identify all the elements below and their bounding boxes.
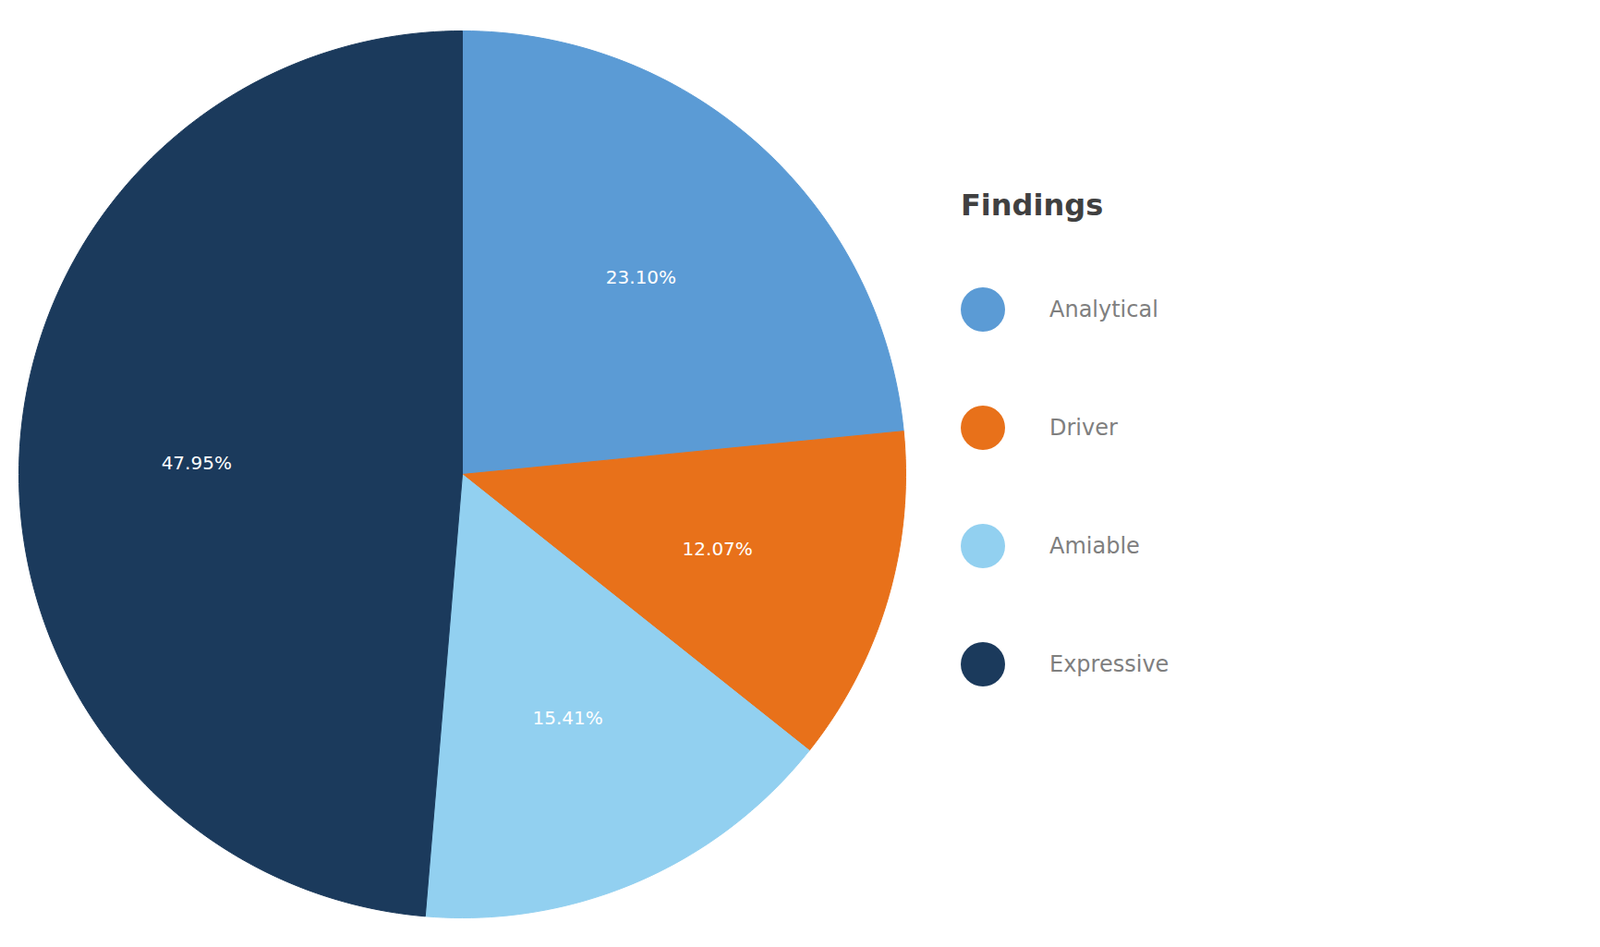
html-text:Expressive: Expressive <box>1049 650 1169 677</box>
svg-text:15.41%: 15.41% <box>533 706 604 729</box>
svg-text:47.95%: 47.95% <box>161 450 232 473</box>
html-text:Analytical: Analytical <box>1049 296 1159 322</box>
svg-text:23.10%: 23.10% <box>606 265 677 288</box>
html-text:Amiable: Amiable <box>1049 532 1140 559</box>
html-text:Driver: Driver <box>1049 414 1118 441</box>
svg-text:12.07%: 12.07% <box>682 537 753 560</box>
html-text:Findings: Findings <box>960 187 1104 223</box>
